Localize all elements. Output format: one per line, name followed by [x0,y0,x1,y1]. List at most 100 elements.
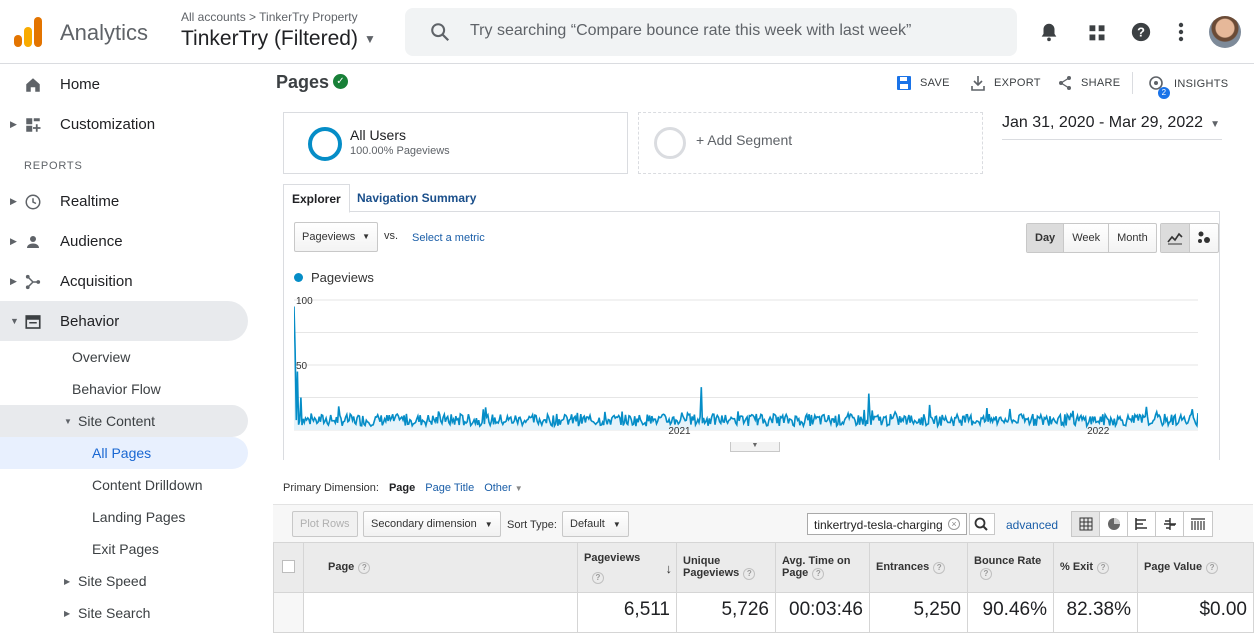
select-metric-link[interactable]: Select a metric [412,232,485,244]
data-table-view-icon[interactable] [1072,512,1100,536]
sidebar-subitem-site-search[interactable]: ▶ Site Search [0,597,248,629]
sidebar-item-label: Home [60,75,101,93]
select-all-checkbox[interactable] [273,542,304,593]
sidebar-subitem-behavior-flow[interactable]: Behavior Flow [72,381,161,397]
help-icon[interactable]: ? [592,571,604,584]
column-header-entrances[interactable]: Entrances? [869,542,968,593]
insights-label: INSIGHTS [1174,78,1229,90]
help-icon[interactable]: ? [1097,561,1110,574]
sidebar-subitem-exit-pages[interactable]: Exit Pages [92,541,159,557]
totals-exit: 82.38% [1053,592,1138,633]
metric-dropdown[interactable]: Pageviews ▼ [294,222,378,252]
advanced-filter-link[interactable]: advanced [1006,518,1059,532]
main-content: Pages ✓ SAVE EXPORT SHARE 2 INSIGHTS All… [272,64,1254,633]
breadcrumb[interactable]: All accounts > TinkerTry Property [181,10,358,24]
search-placeholder: Try searching “Compare bounce rate this … [470,22,912,39]
totals-unique-pageviews: 5,726 [676,592,776,633]
chevron-right-icon: ▶ [10,195,17,206]
search-box[interactable]: Try searching “Compare bounce rate this … [405,8,1017,56]
help-icon[interactable]: ? [358,561,371,574]
breadcrumb-property[interactable]: TinkerTry Property [259,10,358,24]
sidebar-item-label: Realtime [60,192,120,210]
sidebar-item-label: Acquisition [60,272,133,290]
insights-icon: 2 [1148,75,1170,99]
segment-subtitle: 100.00% Pageviews [350,145,450,157]
more-vert-icon[interactable] [1174,20,1188,44]
help-icon[interactable]: ? [743,567,756,580]
date-range-picker[interactable]: Jan 31, 2020 - Mar 29, 2022 ▼ [1002,114,1222,140]
motion-chart-icon [1198,231,1210,243]
sidebar-subitem-overview[interactable]: Overview [72,349,131,365]
chevron-down-icon: ▼ [64,416,72,426]
analytics-logo-icon[interactable] [14,17,42,47]
sidebar-item-home[interactable]: Home [0,64,248,104]
column-header-pageviews[interactable]: Pageviews? ↓ [577,542,677,593]
property-selector[interactable]: TinkerTry (Filtered) ▼ [181,27,376,51]
table-filter-input[interactable]: tinkertryd-tesla-charging × [807,513,967,535]
chevron-down-icon: ▼ [10,316,19,326]
series-line-pageviews [294,306,1198,429]
table-header-row: Page? Pageviews? ↓ Unique Pageviews? Avg.… [273,542,1254,593]
sidebar-subitem-site-speed[interactable]: ▶ Site Speed [0,565,248,597]
sidebar-subitem-site-content[interactable]: ▼ Site Content [0,405,248,437]
sidebar-item-behavior[interactable]: ▼ Behavior [0,301,248,341]
column-header-unique-pageviews[interactable]: Unique Pageviews? [676,542,776,593]
app-name: Analytics [60,20,149,45]
sidebar-subitem-label: Site Content [78,413,156,429]
segment-all-users[interactable]: All Users 100.00% Pageviews [283,112,628,174]
share-button[interactable]: SHARE [1057,75,1120,91]
column-header-bounce-rate[interactable]: Bounce Rate? [967,542,1054,593]
help-icon[interactable]: ? [1206,561,1219,574]
person-icon [27,236,39,248]
column-header-page-value[interactable]: Page Value? [1137,542,1254,593]
week-button[interactable]: Week [1064,224,1110,252]
dimension-page-title[interactable]: Page Title [425,482,475,494]
save-button[interactable]: SAVE [896,75,950,91]
dimension-page[interactable]: Page [388,482,416,494]
sidebar-subitem-all-pages[interactable]: All Pages [0,437,248,469]
help-icon[interactable]: ? [933,561,946,574]
sidebar-subitem-content-drilldown[interactable]: Content Drilldown [92,477,203,493]
pivot-view-icon[interactable] [1184,512,1212,536]
save-icon [897,76,911,90]
chevron-right-icon: ▶ [64,608,71,618]
secondary-dimension-dropdown[interactable]: Secondary dimension ▼ [363,511,501,537]
dimension-other[interactable]: Other ▼ [484,482,523,494]
apps-grid-icon[interactable] [1087,20,1107,44]
search-icon [431,23,450,42]
export-button[interactable]: EXPORT [970,75,1041,91]
chart-collapse-handle[interactable]: ▼ [730,442,780,452]
toolbar-divider [1132,72,1133,94]
breadcrumb-accounts[interactable]: All accounts [181,10,246,24]
help-icon[interactable]: ? [1130,20,1152,44]
month-button[interactable]: Month [1117,232,1148,244]
motion-chart-button[interactable] [1190,224,1218,252]
home-icon [26,78,40,92]
pie-view-icon[interactable] [1100,512,1128,536]
add-segment-button[interactable]: + Add Segment [638,112,983,174]
clear-filter-icon[interactable]: × [948,518,960,530]
plot-rows-button[interactable]: Plot Rows [292,511,358,537]
pageviews-line-chart[interactable]: 100 50 2021 2022 [294,292,1198,440]
sidebar-item-acquisition[interactable]: ▶ Acquisition [0,261,248,301]
help-icon[interactable]: ? [812,567,825,580]
column-header-exit[interactable]: % Exit? [1053,542,1138,593]
comparison-view-icon[interactable] [1156,512,1184,536]
avatar[interactable] [1209,16,1241,48]
help-icon[interactable]: ? [980,567,992,580]
filter-search-button[interactable] [969,513,995,535]
tab-explorer[interactable]: Explorer [283,184,350,213]
bell-icon[interactable] [1038,20,1060,44]
insights-button[interactable]: 2 INSIGHTS [1148,75,1229,99]
column-header-page[interactable]: Page? [303,542,578,593]
tab-navigation-summary[interactable]: Navigation Summary [357,191,477,205]
performance-view-icon[interactable] [1128,512,1156,536]
day-button[interactable]: Day [1027,224,1065,252]
line-chart-button[interactable] [1161,224,1190,252]
sidebar-item-audience[interactable]: ▶ Audience [0,221,248,261]
sidebar-item-customization[interactable]: ▶ Customization [0,104,248,144]
sort-type-dropdown[interactable]: Default ▼ [562,511,629,537]
sidebar-subitem-landing-pages[interactable]: Landing Pages [92,509,186,525]
column-header-avg-time-on-page[interactable]: Avg. Time on Page? [775,542,870,593]
sidebar-item-realtime[interactable]: ▶ Realtime [0,181,248,221]
